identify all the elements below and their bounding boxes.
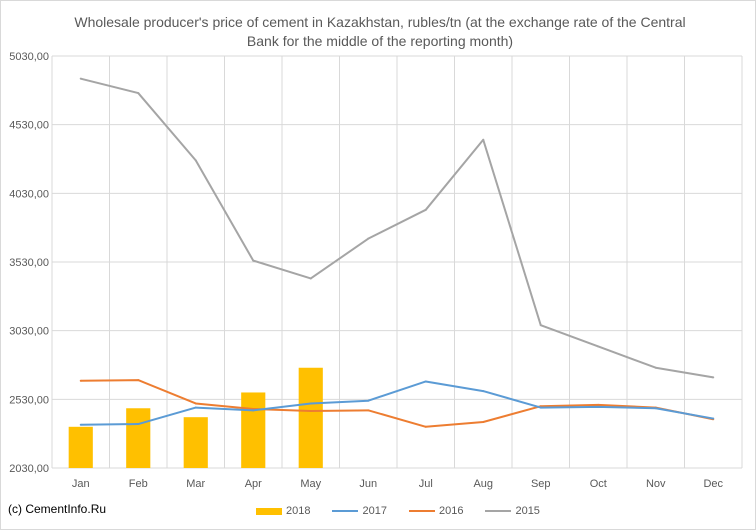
data-point-2015 (252, 259, 255, 262)
series-line-2016 (80, 379, 714, 428)
data-point-2016 (79, 379, 82, 382)
legend-swatch (332, 510, 359, 512)
data-point-2016 (194, 402, 197, 405)
legend-swatch (256, 507, 282, 515)
data-point-2017 (424, 380, 427, 383)
data-point-2017 (309, 402, 312, 405)
data-point-2016 (137, 379, 140, 382)
data-point-2017 (252, 409, 255, 412)
data-point-2015 (309, 277, 312, 280)
bar-2018 (68, 426, 93, 468)
x-tick-label: Nov (646, 478, 666, 490)
data-point-2016 (367, 409, 370, 412)
y-tick-label: 4530,00 (9, 120, 49, 132)
x-tick-label: Jun (359, 478, 377, 490)
y-tick-label: 4030,00 (9, 188, 49, 200)
bar-2018 (298, 367, 323, 468)
x-tick-label: Feb (129, 478, 148, 490)
data-point-2017 (367, 399, 370, 402)
series-line-2015 (80, 77, 714, 379)
data-point-2015 (424, 208, 427, 211)
data-point-2017 (482, 390, 485, 393)
bar-2018 (126, 408, 151, 468)
data-point-2017 (79, 423, 82, 426)
y-tick-label: 3030,00 (9, 326, 49, 338)
x-tick-label: Mar (186, 478, 205, 490)
x-tick-label: Jul (419, 478, 433, 490)
legend-item-2015: 2015 (485, 505, 540, 517)
legend-label: 2015 (515, 505, 540, 517)
data-point-2017 (539, 406, 542, 409)
legend-item-2017: 2017 (332, 505, 387, 517)
chart-title: Wholesale producer's price of cement in … (74, 14, 686, 49)
chart-legend: 2018 2017 2016 2015 (256, 505, 562, 517)
y-tick-label: 2530,00 (9, 394, 49, 406)
data-point-2015 (539, 324, 542, 327)
data-point-2017 (597, 405, 600, 408)
x-tick-label: Sep (531, 478, 551, 490)
x-tick-label: Apr (245, 478, 262, 490)
data-point-2016 (597, 403, 600, 406)
bar-2018 (183, 417, 208, 468)
legend-item-2018: 2018 (256, 505, 310, 517)
data-point-2017 (712, 417, 715, 420)
legend-label: 2017 (362, 505, 387, 517)
data-point-2015 (137, 92, 140, 95)
data-point-2017 (137, 423, 140, 426)
x-tick-label: Aug (473, 478, 493, 490)
data-point-2016 (482, 420, 485, 423)
x-tick-label: Dec (703, 478, 723, 490)
data-point-2015 (482, 138, 485, 141)
data-point-2015 (712, 376, 715, 379)
copyright-text: (c) CementInfo.Ru (8, 502, 107, 516)
data-point-2015 (597, 345, 600, 348)
legend-swatch (485, 510, 512, 512)
bar-2018 (241, 392, 266, 468)
legend-label: 2018 (286, 505, 311, 517)
legend-item-2016: 2016 (408, 505, 464, 517)
data-point-2017 (654, 407, 657, 410)
data-point-2015 (367, 237, 370, 240)
data-point-2016 (309, 410, 312, 413)
data-point-2017 (194, 406, 197, 409)
x-tick-label: May (300, 478, 321, 490)
data-point-2015 (79, 77, 82, 80)
data-point-2015 (194, 159, 197, 162)
legend-swatch (408, 510, 435, 512)
legend-label: 2016 (438, 505, 464, 517)
y-tick-label: 3530,00 (9, 257, 49, 269)
series-line-2017 (80, 380, 714, 426)
data-point-2016 (424, 425, 427, 428)
y-tick-label: 2030,00 (9, 463, 49, 475)
x-tick-label: Oct (590, 478, 607, 490)
data-point-2015 (654, 366, 657, 369)
x-tick-label: Jan (72, 478, 90, 490)
y-tick-label: 5030,00 (9, 51, 49, 63)
